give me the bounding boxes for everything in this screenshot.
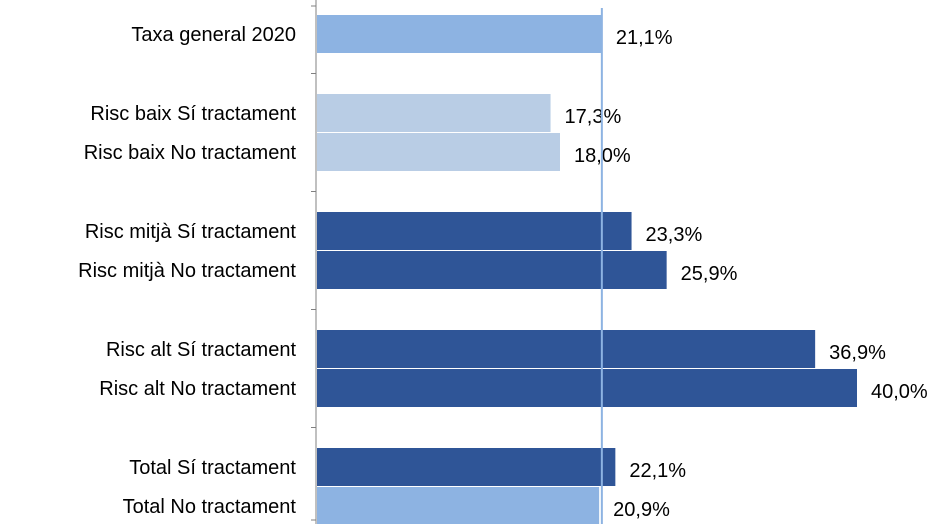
category-label: Total Sí tractament xyxy=(129,457,296,479)
value-label: 21,1% xyxy=(616,27,673,49)
bar xyxy=(317,448,616,486)
bar xyxy=(317,133,560,171)
value-label: 25,9% xyxy=(681,263,738,285)
value-label: 20,9% xyxy=(613,499,670,521)
bar xyxy=(317,15,602,53)
category-label: Risc alt Sí tractament xyxy=(106,339,297,361)
value-label: 40,0% xyxy=(871,381,928,403)
category-label: Risc alt No tractament xyxy=(99,378,296,400)
bars-layer xyxy=(317,15,857,524)
value-label: 36,9% xyxy=(829,342,886,364)
category-label: Risc mitjà Sí tractament xyxy=(85,221,297,243)
value-label: 22,1% xyxy=(629,460,686,482)
labels-layer: Taxa general 2020 21,1% Risc baix Sí tract… xyxy=(78,24,928,521)
category-label: Risc mitjà No tractament xyxy=(78,260,296,282)
category-label: Taxa general 2020 xyxy=(131,24,296,46)
bar xyxy=(317,330,816,368)
category-label: Total No tractament xyxy=(123,496,297,518)
bar xyxy=(317,487,600,524)
category-label: Risc baix No tractament xyxy=(84,142,297,164)
bar xyxy=(317,212,632,250)
bar xyxy=(317,251,667,289)
value-label: 17,3% xyxy=(565,106,622,128)
bar xyxy=(317,369,857,407)
bar xyxy=(317,94,551,132)
value-label: 23,3% xyxy=(646,224,703,246)
category-label: Risc baix Sí tractament xyxy=(90,103,296,125)
axis-layer xyxy=(311,0,317,524)
